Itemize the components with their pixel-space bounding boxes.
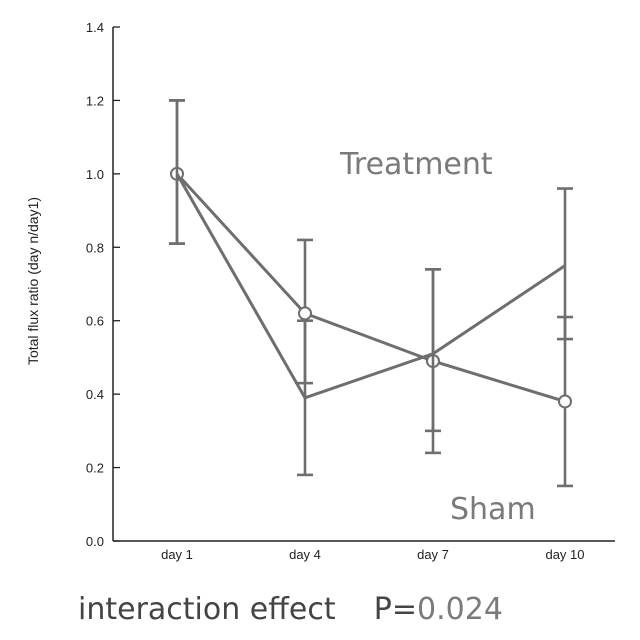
- x-tick-label: day 1: [161, 547, 193, 562]
- y-tick-label: 1.0: [86, 167, 104, 182]
- footer-caption: interaction effect P=0.024: [78, 592, 503, 627]
- annotation-sham: Sham: [450, 492, 536, 527]
- series-line: [177, 174, 565, 398]
- y-tick-label: 0.2: [86, 461, 104, 476]
- x-tick-label: day 7: [417, 547, 449, 562]
- y-tick-label: 0.8: [86, 240, 104, 255]
- data-point: [299, 307, 311, 319]
- y-axis-label: Total flux ratio (day n/day1): [25, 197, 41, 365]
- y-tick-label: 0.0: [86, 534, 104, 549]
- series-line: [177, 174, 565, 402]
- y-axis-ticks: 0.0 0.2 0.4 0.6 0.8 1.0 1.2 1.4: [86, 20, 120, 549]
- annotation-treatment: Treatment: [339, 147, 493, 182]
- data-point: [559, 395, 571, 407]
- y-tick-label: 0.6: [86, 314, 104, 329]
- chart: 0.0 0.2 0.4 0.6 0.8 1.0 1.2 1.4 day 1 day 4 day 7…: [0, 0, 640, 590]
- p-prefix: P=: [374, 592, 417, 627]
- p-value: 0.024: [417, 592, 503, 627]
- y-tick-label: 1.4: [86, 20, 104, 35]
- x-axis-ticks: day 1 day 4 day 7 day 10: [161, 547, 584, 562]
- y-tick-label: 0.4: [86, 387, 104, 402]
- x-tick-label: day 10: [545, 547, 584, 562]
- footer-label: interaction effect: [78, 592, 336, 627]
- x-tick-label: day 4: [289, 547, 321, 562]
- y-tick-label: 1.2: [86, 93, 104, 108]
